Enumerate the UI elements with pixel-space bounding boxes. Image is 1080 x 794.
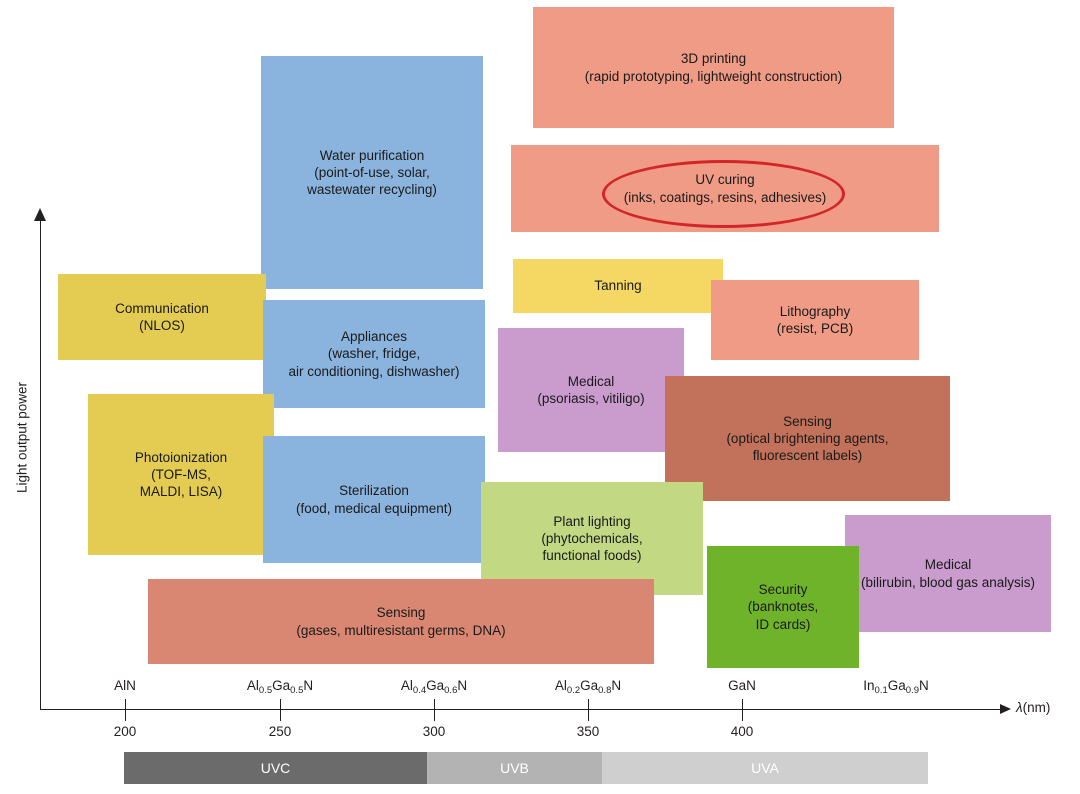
communication-box-label: Communication (NLOS) — [115, 300, 209, 333]
water-purification-box-label: Water purification (point-of-use, solar,… — [307, 147, 437, 198]
communication-box: Communication (NLOS) — [58, 274, 266, 360]
x-axis-tick-label: 350 — [576, 724, 600, 739]
uv-band-uvc: UVC — [124, 752, 427, 784]
uv-curing-box: UV curing (inks, coatings, resins, adhes… — [511, 145, 939, 232]
lambda-symbol: λ — [1016, 700, 1023, 715]
x-axis-tick-label: 400 — [730, 724, 754, 739]
uv-band-label: UVB — [500, 760, 529, 776]
uv-band-label: UVA — [751, 760, 779, 776]
photoionization-box: Photoionization (TOF-MS, MALDI, LISA) — [88, 394, 274, 555]
x-axis-tick-label: 200 — [113, 724, 137, 739]
sensing-gases-box-label: Sensing (gases, multiresistant germs, DN… — [296, 605, 506, 638]
y-axis-label: Light output power — [14, 381, 30, 494]
x-axis-tick-mark — [588, 699, 589, 721]
plant-lighting-box: Plant lighting (phytochemicals, function… — [481, 482, 703, 595]
x-axis-tick-mark — [434, 699, 435, 721]
medical-psoriasis-box-label: Medical (psoriasis, vitiligo) — [537, 373, 645, 406]
x-axis-unit-label: λ(nm) — [1016, 700, 1050, 715]
x-axis-material-label: Al0.2Ga0.8N — [554, 678, 622, 696]
tanning-box-label: Tanning — [594, 278, 642, 294]
x-axis-material-label: GaN — [728, 678, 756, 693]
y-axis-arrow-icon — [34, 208, 46, 221]
medical-psoriasis-box: Medical (psoriasis, vitiligo) — [498, 328, 684, 452]
x-axis-material-label: In0.1Ga0.9N — [863, 678, 929, 696]
lithography-box-label: Lithography (resist, PCB) — [776, 303, 854, 336]
x-axis-material-label: AlN — [114, 678, 136, 693]
x-axis-material-label: Al0.4Ga0.6N — [400, 678, 468, 696]
medical-bilirubin-box: Medical (bilirubin, blood gas analysis) — [845, 515, 1051, 632]
x-axis-line — [40, 709, 1002, 710]
lithography-box: Lithography (resist, PCB) — [711, 280, 919, 360]
uv-curing-box-label: UV curing (inks, coatings, resins, adhes… — [623, 172, 827, 205]
3d-printing-box: 3D printing (rapid prototyping, lightwei… — [533, 7, 894, 128]
uv-band-uva: UVA — [602, 752, 928, 784]
sensing-gases-box: Sensing (gases, multiresistant germs, DN… — [148, 579, 654, 664]
uv-band-bar: UVC UVB UVA — [124, 752, 928, 784]
plant-lighting-box-label: Plant lighting (phytochemicals, function… — [541, 513, 643, 564]
x-axis-material-label: Al0.5Ga0.5N — [246, 678, 314, 696]
x-axis-tick-mark — [125, 699, 126, 721]
tanning-box: Tanning — [513, 259, 723, 313]
x-axis-unit-text: (nm) — [1022, 700, 1051, 715]
3d-printing-box-label: 3D printing (rapid prototyping, lightwei… — [584, 51, 843, 84]
uv-band-uvb: UVB — [427, 752, 602, 784]
x-axis-tick-mark — [742, 699, 743, 721]
uv-band-label: UVC — [260, 760, 291, 776]
appliances-box: Appliances (washer, fridge, air conditio… — [263, 300, 485, 408]
medical-bilirubin-box-label: Medical (bilirubin, blood gas analysis) — [860, 557, 1036, 590]
sensing-optical-brightening-box: Sensing (optical brightening agents, flu… — [665, 376, 950, 501]
photoionization-box-label: Photoionization (TOF-MS, MALDI, LISA) — [134, 449, 228, 500]
x-axis-arrow-icon — [1000, 703, 1011, 714]
sterilization-box: Sterilization (food, medical equipment) — [263, 436, 485, 563]
x-axis-tick-label: 250 — [268, 724, 292, 739]
sterilization-box-label: Sterilization (food, medical equipment) — [295, 483, 453, 516]
y-axis-line — [40, 218, 41, 710]
security-box: Security (banknotes, ID cards) — [707, 546, 859, 668]
sensing-optical-brightening-box-label: Sensing (optical brightening agents, flu… — [726, 413, 889, 464]
appliances-box-label: Appliances (washer, fridge, air conditio… — [288, 329, 460, 379]
water-purification-box: Water purification (point-of-use, solar,… — [261, 56, 483, 289]
x-axis-tick-label: 300 — [422, 724, 446, 739]
security-box-label: Security (banknotes, ID cards) — [747, 582, 819, 632]
x-axis-tick-mark — [280, 699, 281, 721]
